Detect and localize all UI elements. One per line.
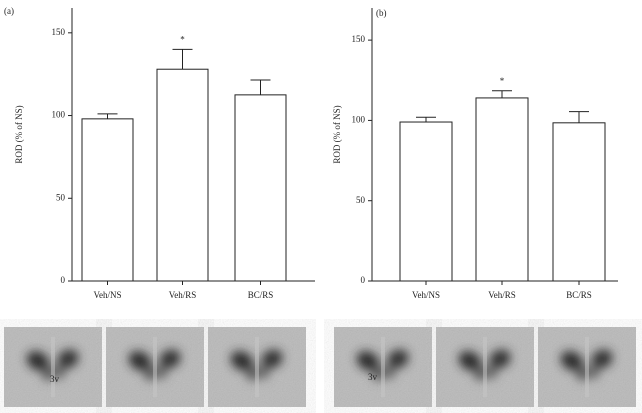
error-bar <box>492 90 512 98</box>
significance-label: * <box>500 76 505 86</box>
bar <box>156 68 209 282</box>
x-tick-label: Veh/RS <box>488 290 516 300</box>
image-label: 3v <box>368 372 378 382</box>
bar <box>399 121 453 282</box>
bar <box>234 94 287 282</box>
error-bar <box>569 111 589 123</box>
y-tick-label: 150 <box>352 34 366 44</box>
y-tick-label: 150 <box>52 27 66 37</box>
x-tick-label: Veh/NS <box>412 290 440 300</box>
y-tick-label: 0 <box>61 275 66 285</box>
x-tick-label: BC/RS <box>248 290 274 300</box>
bar <box>81 118 134 282</box>
error-bar <box>97 113 118 119</box>
y-axis-label: ROD (% of NS) <box>332 105 342 163</box>
panel-label: (a) <box>4 6 14 16</box>
bar <box>475 97 529 282</box>
autoradiograph-row-a <box>4 327 306 407</box>
y-tick-label: 100 <box>52 110 66 120</box>
y-tick-label: 50 <box>56 192 66 202</box>
y-tick-label: 50 <box>356 195 366 205</box>
x-tick-label: Veh/RS <box>169 290 197 300</box>
y-axis-label: ROD (% of NS) <box>14 105 24 163</box>
panel-label: (b) <box>376 8 387 18</box>
x-tick-label: BC/RS <box>566 290 592 300</box>
error-bar <box>172 48 193 70</box>
error-bar <box>250 79 271 95</box>
y-tick-label: 0 <box>361 275 366 285</box>
x-tick-label: Veh/NS <box>93 290 121 300</box>
significance-label: * <box>180 34 185 44</box>
error-bar <box>416 116 436 123</box>
y-tick-label: 100 <box>352 114 366 124</box>
image-label: 3v <box>50 374 60 384</box>
bar <box>552 122 606 282</box>
autoradiograph-row-b <box>334 327 636 407</box>
